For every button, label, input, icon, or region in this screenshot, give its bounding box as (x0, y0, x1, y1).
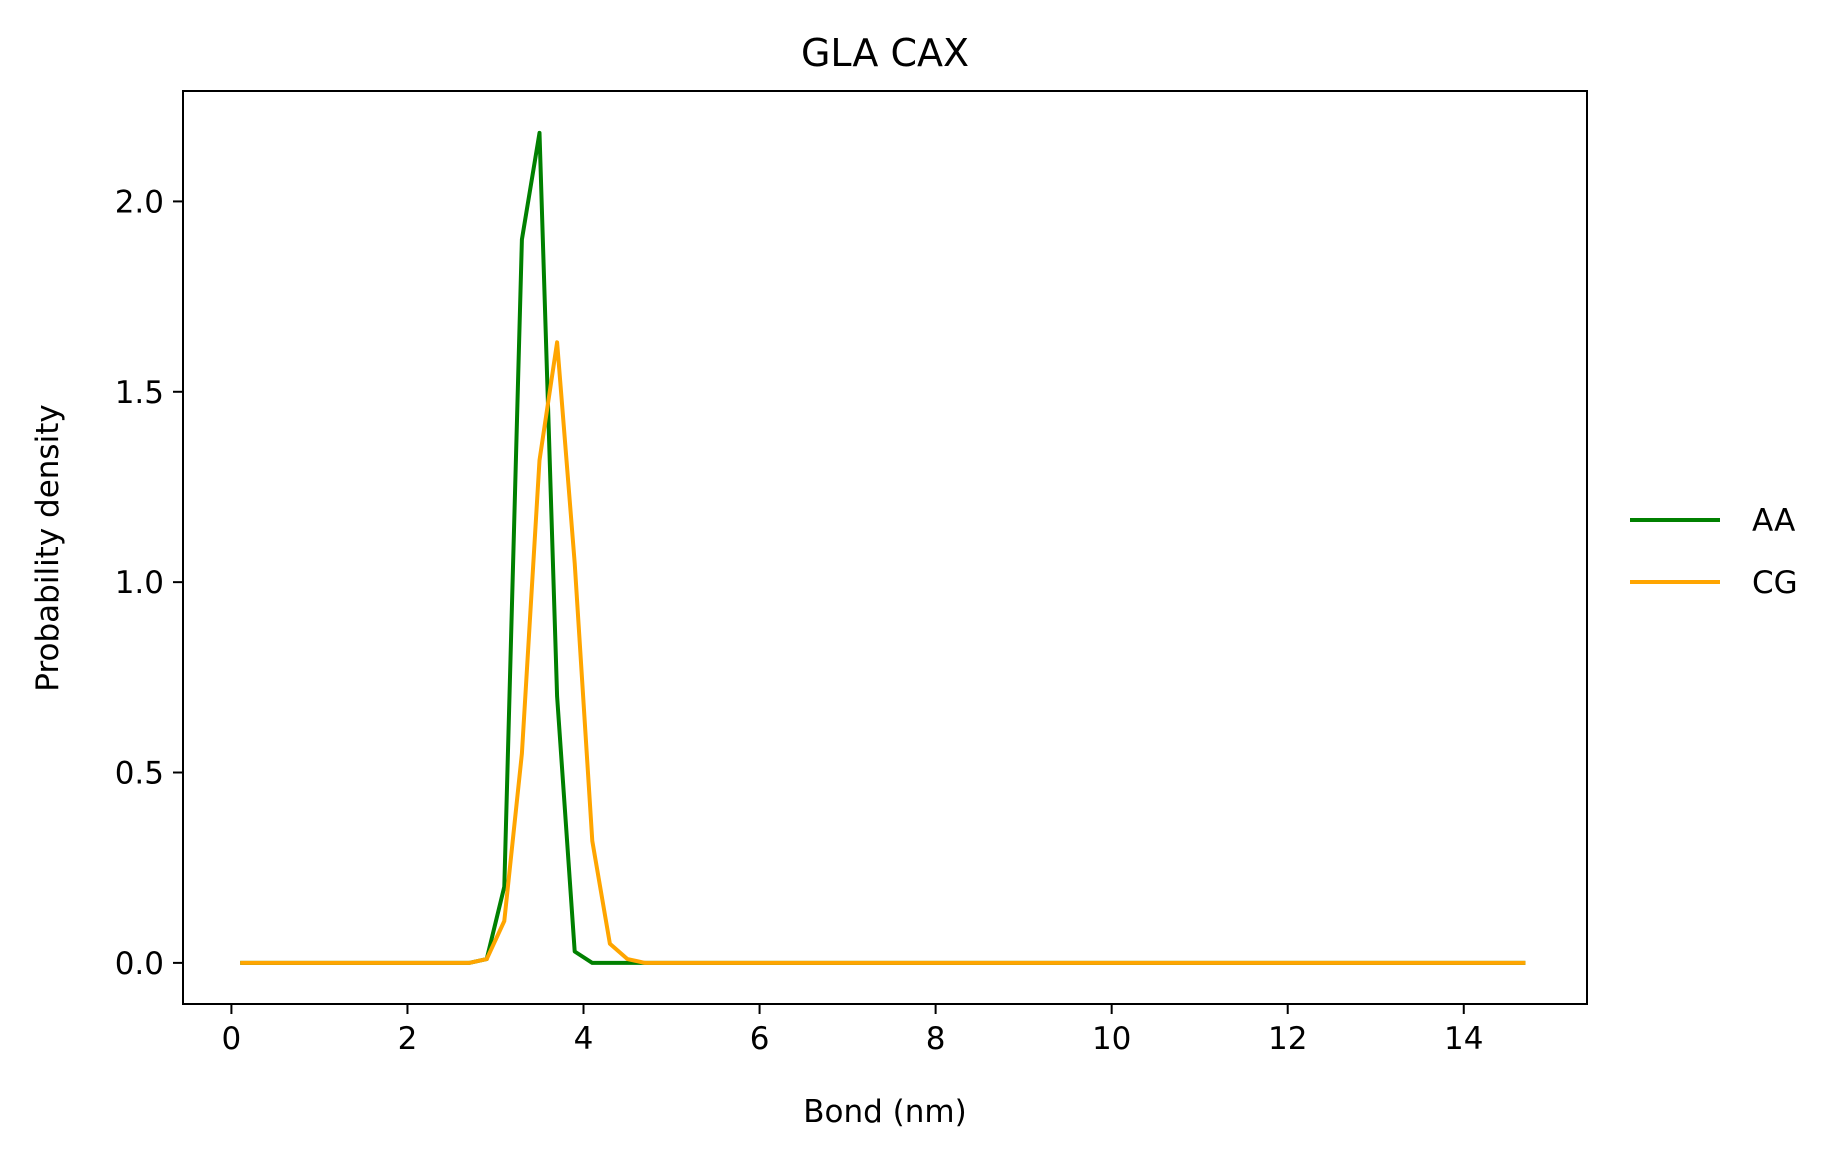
x-axis-label: Bond (nm) (803, 1094, 966, 1130)
x-tick-label: 14 (1444, 1021, 1483, 1057)
series-line-cg (240, 340, 1526, 965)
chart-title: GLA CAX (801, 31, 969, 75)
x-tick-label: 6 (750, 1021, 770, 1057)
y-axis: 0.0 0.5 1.0 1.5 2.0 (115, 184, 183, 982)
x-tick-label: 2 (398, 1021, 418, 1057)
x-tick-label: 10 (1092, 1021, 1131, 1057)
legend: AA CG (1630, 503, 1798, 601)
plot-frame (182, 90, 1588, 1005)
y-tick-label: 1.0 (115, 565, 164, 601)
legend-label-aa: AA (1752, 503, 1795, 539)
y-tick-label: 0.5 (115, 756, 164, 792)
x-tick-label: 8 (926, 1021, 946, 1057)
plot-area (240, 130, 1526, 965)
y-tick-label: 2.0 (115, 184, 164, 220)
y-tick-label: 1.5 (115, 375, 164, 411)
x-tick-label: 12 (1268, 1021, 1307, 1057)
x-axis: 0 2 4 6 8 10 12 14 (222, 1004, 1483, 1057)
y-tick-label: 0.0 (115, 946, 164, 982)
x-tick-label: 0 (222, 1021, 242, 1057)
y-axis-label: Probability density (30, 404, 66, 691)
x-tick-label: 4 (574, 1021, 594, 1057)
legend-label-cg: CG (1752, 565, 1798, 601)
